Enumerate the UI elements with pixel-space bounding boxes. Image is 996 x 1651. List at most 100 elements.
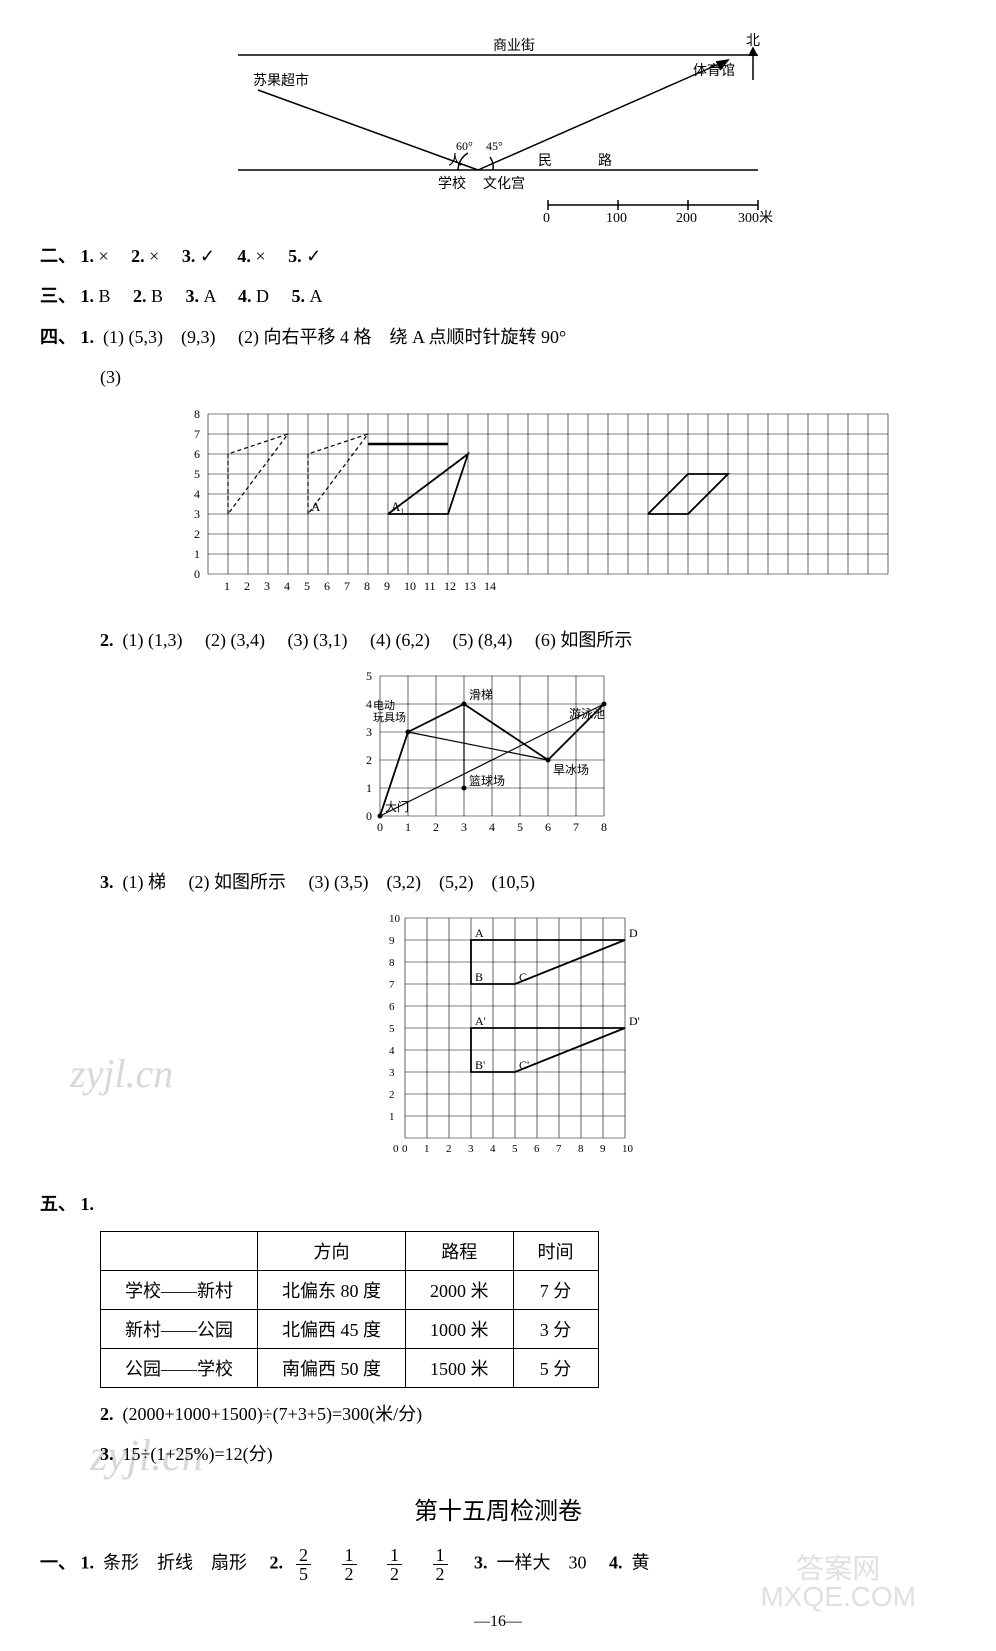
svg-text:3: 3 [264, 579, 270, 593]
s4-1-p3-row: (3) [40, 361, 956, 393]
s3-3v: A [204, 286, 216, 306]
svg-text:游泳池: 游泳池 [569, 707, 605, 721]
svg-text:7: 7 [389, 979, 395, 991]
svg-text:12: 12 [444, 579, 456, 593]
s4-3n: 3. [100, 872, 114, 892]
f0n: 2 [296, 1546, 311, 1565]
s5-q3: 3. 15÷(1+25%)=12(分) [40, 1438, 956, 1470]
svg-text:9: 9 [600, 1143, 606, 1155]
svg-text:2: 2 [389, 1089, 395, 1101]
s1b-4t: 黄 [632, 1552, 650, 1572]
svg-text:旱冰场: 旱冰场 [553, 763, 589, 777]
section-3: 三、 1. B 2. B 3. A 4. D 5. A [40, 280, 956, 312]
grid2: 012345678012345电动玩具场滑梯游泳池大门篮球场旱冰场 [40, 666, 956, 856]
svg-text:篮球场: 篮球场 [469, 773, 505, 788]
s3-3n: 3. [186, 286, 200, 306]
svg-text:3: 3 [194, 507, 200, 521]
svg-text:5: 5 [512, 1143, 518, 1155]
s2-4n: 4. [237, 246, 251, 266]
svg-text:13: 13 [464, 579, 476, 593]
r0c1: 北偏东 80 度 [258, 1270, 406, 1309]
r1c1: 北偏西 45 度 [258, 1309, 406, 1348]
svg-text:0: 0 [377, 820, 383, 834]
s3-1n: 1. [81, 286, 95, 306]
svg-text:8: 8 [578, 1143, 584, 1155]
svg-text:9: 9 [389, 935, 395, 947]
s4-1-p2: (2) 向右平移 4 格 绕 A 点顺时针旋转 90° [238, 327, 566, 347]
svg-text:A: A [475, 926, 484, 940]
s1b-4n: 4. [609, 1552, 623, 1572]
s1b-3n: 3. [474, 1552, 488, 1572]
th-2: 路程 [406, 1231, 514, 1270]
svg-text:7: 7 [556, 1143, 562, 1155]
svg-text:3: 3 [461, 820, 467, 834]
svg-text:大门: 大门 [385, 799, 409, 814]
svg-text:1: 1 [224, 579, 230, 593]
s4-2-p1: (2) (3,4) [205, 630, 265, 650]
page-footer: —16— [40, 1613, 956, 1631]
grid1: 0123456781234567891011121314AA₁ [40, 404, 956, 614]
s1b-3t: 一样大 30 [497, 1552, 587, 1572]
s4-2-p3: (4) (6,2) [370, 630, 430, 650]
section-2: 二、 1. × 2. × 3. ✓ 4. × 5. ✓ [40, 240, 956, 272]
f3d: 2 [433, 1565, 448, 1583]
lbl-commercial: 商业街 [493, 38, 535, 54]
s2-2n: 2. [131, 246, 145, 266]
svg-text:2: 2 [366, 753, 372, 767]
svg-text:8: 8 [389, 957, 395, 969]
th-3: 时间 [513, 1231, 598, 1270]
th-1: 方向 [258, 1231, 406, 1270]
svg-text:14: 14 [484, 579, 496, 593]
s3-2n: 2. [133, 286, 147, 306]
svg-text:D': D' [629, 1014, 640, 1028]
r0c0: 学校——新村 [101, 1270, 258, 1309]
svg-text:4: 4 [489, 820, 495, 834]
frac-2: 12 [387, 1546, 402, 1583]
s4-1-p3: (3) [100, 367, 121, 387]
svg-text:6: 6 [534, 1143, 540, 1155]
top-diagram: 商业街 北 体育馆 苏果超市 人 学校 文化宫 民 路 60° 45° 0 10… [40, 30, 956, 230]
s5-2n: 2. [100, 1404, 114, 1424]
svg-text:7: 7 [344, 579, 350, 593]
r0c3: 7 分 [513, 1270, 598, 1309]
svg-text:10: 10 [622, 1143, 634, 1155]
s2-1n: 1. [81, 246, 95, 266]
s4-2-p0: (1) (1,3) [123, 630, 183, 650]
svg-text:0: 0 [366, 809, 372, 823]
s5-1n: 1. [81, 1194, 95, 1214]
scale-0: 0 [543, 211, 550, 226]
svg-text:滑梯: 滑梯 [469, 688, 493, 702]
svg-text:1: 1 [366, 781, 372, 795]
s2-3n: 3. [182, 246, 196, 266]
svg-text:7: 7 [194, 427, 200, 441]
s3-5v: A [310, 286, 323, 306]
s2-5v: ✓ [306, 246, 321, 266]
svg-text:3: 3 [366, 725, 372, 739]
svg-text:3: 3 [468, 1143, 474, 1155]
svg-text:D: D [629, 926, 638, 940]
svg-text:7: 7 [573, 820, 579, 834]
svg-text:1: 1 [424, 1143, 430, 1155]
s2-5n: 5. [288, 246, 302, 266]
r2c3: 5 分 [513, 1348, 598, 1387]
svg-text:5: 5 [389, 1023, 395, 1035]
svg-text:B: B [475, 970, 483, 984]
sec3-prefix: 三、 [40, 286, 76, 306]
s3-4n: 4. [238, 286, 252, 306]
svg-text:5: 5 [194, 467, 200, 481]
table-row: 新村——公园 北偏西 45 度 1000 米 3 分 [101, 1309, 599, 1348]
svg-text:4: 4 [389, 1045, 395, 1057]
svg-text:3: 3 [389, 1067, 395, 1079]
svg-text:C: C [519, 970, 527, 984]
scale-300: 300米 [738, 210, 773, 226]
s1b-1n: 1. [81, 1552, 95, 1572]
svg-text:0: 0 [393, 1143, 399, 1155]
lbl-min: 民 [538, 154, 552, 169]
svg-text:8: 8 [364, 579, 370, 593]
s3-5n: 5. [292, 286, 306, 306]
frac-3: 12 [433, 1546, 448, 1583]
table-row: 学校——新村 北偏东 80 度 2000 米 7 分 [101, 1270, 599, 1309]
svg-text:A: A [311, 499, 321, 514]
s4-1n: 1. [81, 327, 95, 347]
svg-text:9: 9 [384, 579, 390, 593]
